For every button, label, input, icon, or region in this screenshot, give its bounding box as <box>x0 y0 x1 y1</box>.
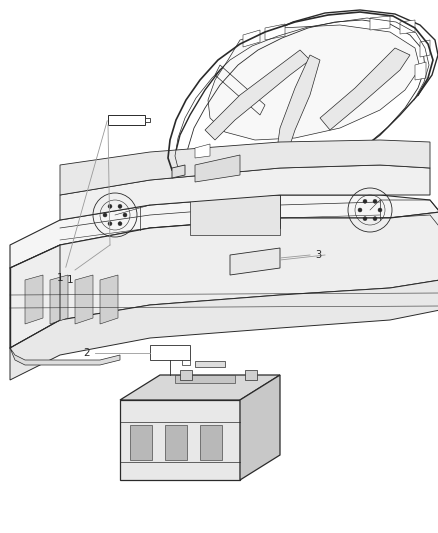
Text: 2: 2 <box>83 348 90 358</box>
Polygon shape <box>245 370 257 380</box>
Polygon shape <box>60 165 430 220</box>
Polygon shape <box>120 375 280 400</box>
Polygon shape <box>240 375 280 480</box>
Polygon shape <box>10 212 438 348</box>
Polygon shape <box>190 195 280 235</box>
Polygon shape <box>195 361 225 367</box>
Circle shape <box>363 216 367 221</box>
Polygon shape <box>400 20 415 34</box>
Circle shape <box>108 204 112 208</box>
Polygon shape <box>165 425 187 460</box>
Polygon shape <box>195 155 240 182</box>
Polygon shape <box>10 280 438 380</box>
Polygon shape <box>145 118 150 122</box>
Polygon shape <box>172 165 185 178</box>
Text: 3: 3 <box>315 250 321 260</box>
Polygon shape <box>243 30 260 47</box>
Polygon shape <box>25 275 43 324</box>
Circle shape <box>363 199 367 204</box>
Polygon shape <box>60 140 430 195</box>
Polygon shape <box>370 16 390 30</box>
Circle shape <box>118 204 122 208</box>
Polygon shape <box>150 345 190 360</box>
Circle shape <box>378 208 382 212</box>
Polygon shape <box>420 40 430 57</box>
Polygon shape <box>265 24 285 40</box>
Polygon shape <box>180 370 192 380</box>
Text: 1: 1 <box>67 275 73 285</box>
Circle shape <box>108 222 112 225</box>
Polygon shape <box>175 375 235 383</box>
Circle shape <box>103 213 107 217</box>
Polygon shape <box>200 425 222 460</box>
Polygon shape <box>50 275 68 324</box>
Polygon shape <box>230 248 280 275</box>
Polygon shape <box>205 50 310 140</box>
Polygon shape <box>108 115 145 125</box>
Circle shape <box>118 222 122 225</box>
Polygon shape <box>195 144 210 158</box>
Polygon shape <box>130 425 152 460</box>
Polygon shape <box>100 275 118 324</box>
Polygon shape <box>182 360 190 365</box>
Text: 1: 1 <box>57 273 64 283</box>
Circle shape <box>358 208 362 212</box>
Polygon shape <box>320 48 410 130</box>
Polygon shape <box>415 62 426 80</box>
Polygon shape <box>172 10 438 183</box>
Polygon shape <box>10 348 120 365</box>
Polygon shape <box>10 195 438 268</box>
Circle shape <box>373 216 377 221</box>
Polygon shape <box>208 25 420 140</box>
Circle shape <box>123 213 127 217</box>
Polygon shape <box>75 275 93 324</box>
Polygon shape <box>278 55 320 145</box>
Circle shape <box>373 199 377 204</box>
Polygon shape <box>120 400 240 480</box>
Polygon shape <box>220 162 235 172</box>
